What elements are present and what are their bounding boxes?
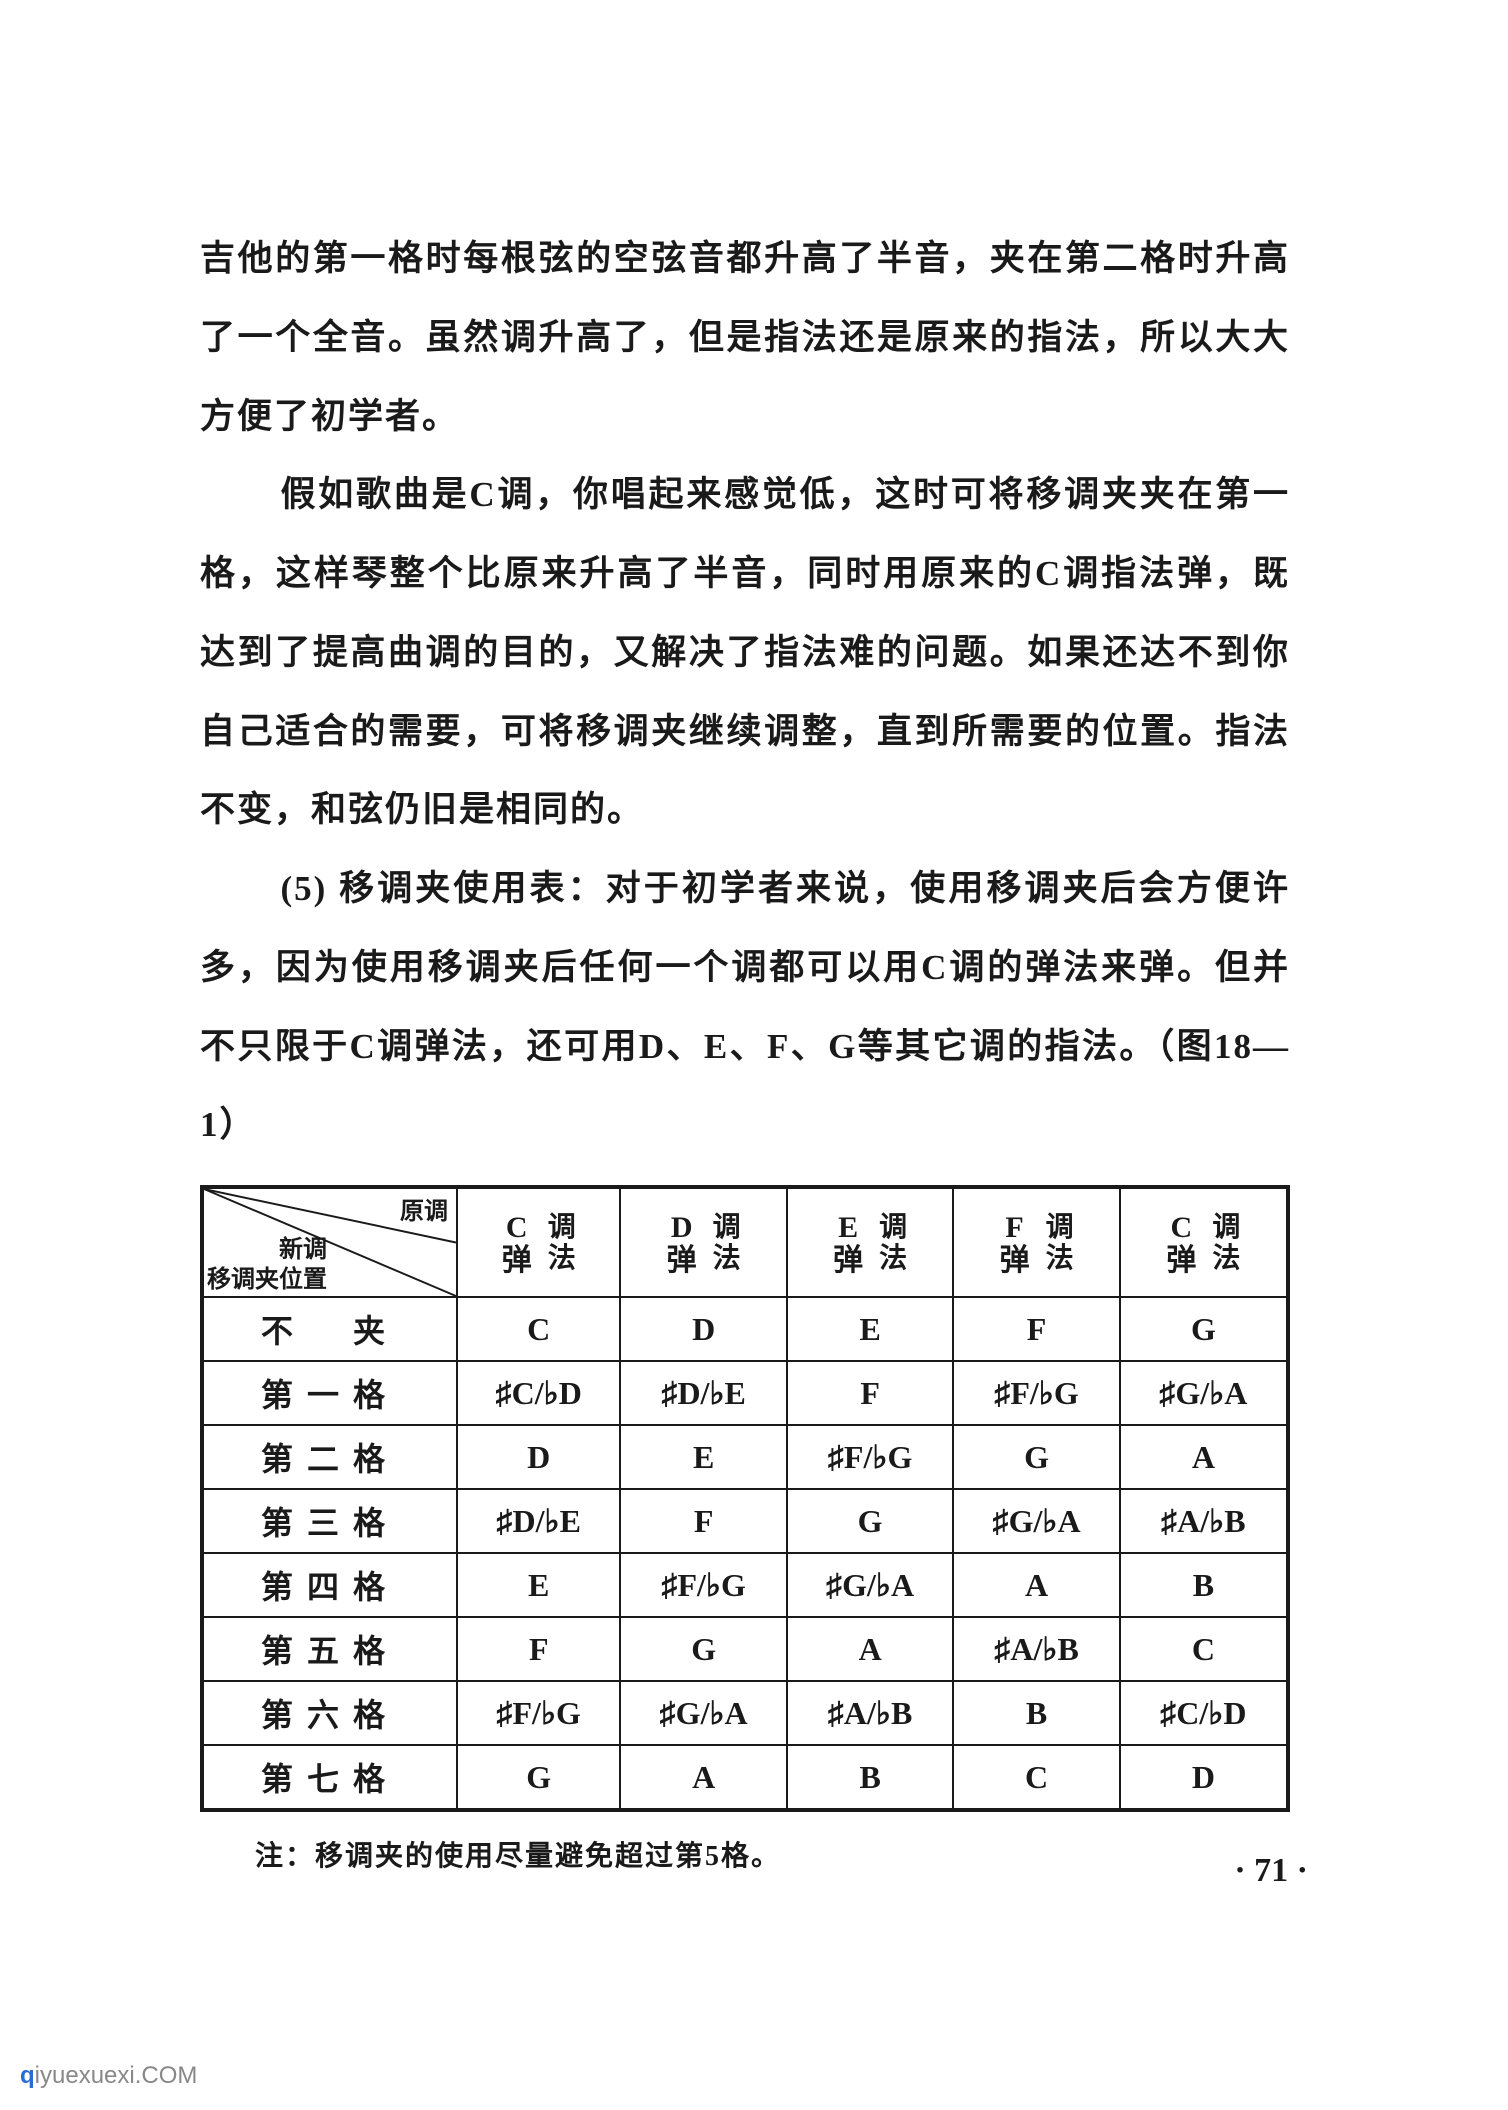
cell: ♯F/♭G	[457, 1681, 620, 1745]
header-main-top: D	[667, 1211, 697, 1244]
cell: F	[620, 1489, 786, 1553]
cell: C	[457, 1297, 620, 1361]
column-header-4: C 弹 调 法	[1120, 1187, 1288, 1297]
row-label: 第二格	[202, 1425, 457, 1489]
header-main-top: C	[502, 1211, 532, 1244]
cell: C	[953, 1745, 1119, 1810]
column-header-2: E 弹 调 法	[787, 1187, 953, 1297]
table-row: 第七格 G A B C D	[202, 1745, 1288, 1810]
header-side-bottom: 法	[713, 1244, 741, 1275]
cell: ♯F/♭G	[787, 1425, 953, 1489]
header-side-bottom: 法	[879, 1244, 907, 1275]
cell: F	[457, 1617, 620, 1681]
cell: B	[787, 1745, 953, 1810]
cell: G	[620, 1617, 786, 1681]
table-row: 第一格 ♯C/♭D ♯D/♭E F ♯F/♭G ♯G/♭A	[202, 1361, 1288, 1425]
header-main-bottom: 弹	[1000, 1244, 1030, 1277]
row-label: 第四格	[202, 1553, 457, 1617]
column-header-1: D 弹 调 法	[620, 1187, 786, 1297]
cell: ♯G/♭A	[953, 1489, 1119, 1553]
cell: B	[953, 1681, 1119, 1745]
cell: D	[620, 1297, 786, 1361]
cell: ♯D/♭E	[457, 1489, 620, 1553]
cell: G	[1120, 1297, 1288, 1361]
column-header-0: C 弹 调 法	[457, 1187, 620, 1297]
corner-label-top: 原调	[400, 1191, 448, 1226]
cell: ♯C/♭D	[457, 1361, 620, 1425]
page-number: · 71 ·	[1234, 1852, 1308, 1890]
row-label: 第五格	[202, 1617, 457, 1681]
header-side-top: 调	[548, 1213, 576, 1244]
row-label: 第一格	[202, 1361, 457, 1425]
cell: ♯A/♭B	[953, 1617, 1119, 1681]
table-row: 不 夹 C D E F G	[202, 1297, 1288, 1361]
header-main-bottom: 弹	[833, 1244, 863, 1277]
header-side-bottom: 法	[1212, 1244, 1240, 1275]
header-main-top: F	[1000, 1211, 1030, 1244]
cell: G	[787, 1489, 953, 1553]
cell: ♯A/♭B	[1120, 1489, 1288, 1553]
cell: D	[457, 1425, 620, 1489]
table-row: 第五格 F G A ♯A/♭B C	[202, 1617, 1288, 1681]
cell: ♯A/♭B	[787, 1681, 953, 1745]
page-content: 吉他的第一格时每根弦的空弦音都升高了半音，夹在第二格时升高了一个全音。虽然调升高…	[200, 220, 1290, 1874]
cell: ♯G/♭A	[1120, 1361, 1288, 1425]
cell: F	[953, 1297, 1119, 1361]
cell: ♯G/♭A	[787, 1553, 953, 1617]
cell: ♯G/♭A	[620, 1681, 786, 1745]
corner-header-cell: 原调 新调 移调夹位置	[202, 1187, 457, 1297]
paragraph-1: 吉他的第一格时每根弦的空弦音都升高了半音，夹在第二格时升高了一个全音。虽然调升高…	[200, 220, 1290, 456]
cell: F	[787, 1361, 953, 1425]
header-main-bottom: 弹	[502, 1244, 532, 1277]
cell: D	[1120, 1745, 1288, 1810]
row-label: 第七格	[202, 1745, 457, 1810]
cell: E	[457, 1553, 620, 1617]
paragraph-2: 假如歌曲是C调，你唱起来感觉低，这时可将移调夹夹在第一格，这样琴整个比原来升高了…	[200, 456, 1290, 850]
table-header-row: 原调 新调 移调夹位置 C 弹 调 法	[202, 1187, 1288, 1297]
table-body: 不 夹 C D E F G 第一格 ♯C/♭D ♯D/♭E F ♯F/♭G ♯G…	[202, 1297, 1288, 1810]
watermark: qiyuexuexi.COM	[20, 2062, 197, 2090]
header-side-top: 调	[879, 1213, 907, 1244]
cell: ♯F/♭G	[620, 1553, 786, 1617]
watermark-text: iyuexuexi.COM	[35, 2062, 198, 2089]
corner-label-bottom: 移调夹位置	[207, 1259, 327, 1294]
row-label: 第六格	[202, 1681, 457, 1745]
header-side-top: 调	[713, 1213, 741, 1244]
header-main-bottom: 弹	[1166, 1244, 1196, 1277]
header-side-top: 调	[1046, 1213, 1074, 1244]
row-label: 不 夹	[202, 1297, 457, 1361]
cell: G	[457, 1745, 620, 1810]
cell: ♯F/♭G	[953, 1361, 1119, 1425]
row-label: 第三格	[202, 1489, 457, 1553]
cell: ♯D/♭E	[620, 1361, 786, 1425]
cell: A	[953, 1553, 1119, 1617]
table-row: 第六格 ♯F/♭G ♯G/♭A ♯A/♭B B ♯C/♭D	[202, 1681, 1288, 1745]
cell: G	[953, 1425, 1119, 1489]
capo-usage-table: 原调 新调 移调夹位置 C 弹 调 法	[200, 1185, 1290, 1812]
header-main-top: C	[1166, 1211, 1196, 1244]
cell: B	[1120, 1553, 1288, 1617]
cell: E	[620, 1425, 786, 1489]
watermark-q: q	[20, 2062, 35, 2089]
header-side-bottom: 法	[1046, 1244, 1074, 1275]
cell: A	[787, 1617, 953, 1681]
header-main-top: E	[833, 1211, 863, 1244]
table-row: 第四格 E ♯F/♭G ♯G/♭A A B	[202, 1553, 1288, 1617]
paragraph-3: (5) 移调夹使用表：对于初学者来说，使用移调夹后会方便许多，因为使用移调夹后任…	[200, 850, 1290, 1165]
column-header-3: F 弹 调 法	[953, 1187, 1119, 1297]
header-side-top: 调	[1212, 1213, 1240, 1244]
table-note: 注：移调夹的使用尽量避免超过第5格。	[200, 1834, 1290, 1874]
table-row: 第三格 ♯D/♭E F G ♯G/♭A ♯A/♭B	[202, 1489, 1288, 1553]
table-row: 第二格 D E ♯F/♭G G A	[202, 1425, 1288, 1489]
header-main-bottom: 弹	[667, 1244, 697, 1277]
cell: A	[620, 1745, 786, 1810]
cell: E	[787, 1297, 953, 1361]
cell: A	[1120, 1425, 1288, 1489]
cell: ♯C/♭D	[1120, 1681, 1288, 1745]
header-side-bottom: 法	[548, 1244, 576, 1275]
cell: C	[1120, 1617, 1288, 1681]
